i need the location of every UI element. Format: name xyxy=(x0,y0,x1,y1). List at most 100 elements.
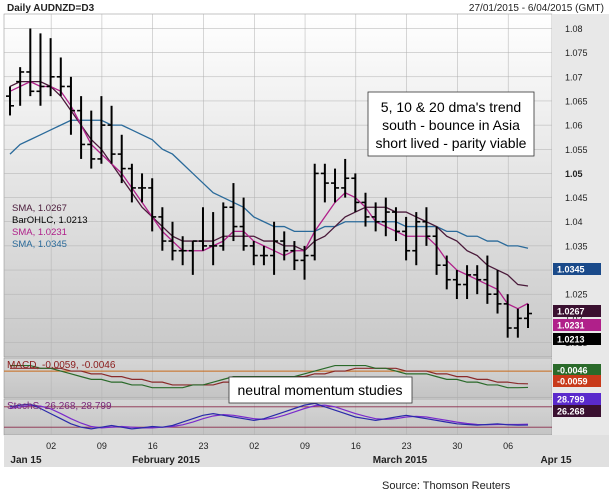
ohlc-bar xyxy=(452,270,461,300)
ohlc-bar xyxy=(148,178,157,232)
stoch-k-badge-bg xyxy=(553,405,601,417)
momentum-annotation-box xyxy=(228,376,413,404)
source-note: Source: Thomson Reuters xyxy=(382,480,511,492)
ohlc-bar xyxy=(239,197,248,251)
price-badge-bg xyxy=(553,305,601,317)
price-badge-bg xyxy=(553,319,601,331)
ohlc-bar xyxy=(290,241,299,271)
ohlc-bar xyxy=(138,173,147,203)
ohlc-bar xyxy=(56,57,65,97)
ohlc-bar xyxy=(219,202,228,251)
ohlc-bar xyxy=(391,207,400,242)
x-tick-label: 09 xyxy=(300,441,310,451)
x-period-label: March 2015 xyxy=(373,455,428,466)
x-period-label: February 2015 xyxy=(132,455,200,466)
price-badge-bg xyxy=(553,333,601,345)
sma-magenta-line xyxy=(9,80,529,310)
y-tick-label: 1.065 xyxy=(565,96,588,106)
ohlc-bar xyxy=(513,308,522,338)
x-tick-label: 02 xyxy=(46,441,56,451)
ohlc-bar xyxy=(229,183,238,242)
x-tick-label: 30 xyxy=(452,441,462,451)
x-tick-label: 06 xyxy=(503,441,513,451)
ohlc-bar xyxy=(259,245,268,266)
ohlc-bar xyxy=(198,207,207,251)
x-tick-label: 23 xyxy=(402,441,412,451)
y-tick-label: 1.02 xyxy=(565,314,583,324)
trend-annotation-line-3: short lived - parity viable xyxy=(376,135,527,151)
ohlc-bar xyxy=(249,241,258,266)
price-badge: 1.0213 xyxy=(557,335,585,345)
grid xyxy=(4,14,552,435)
ohlc-bar xyxy=(300,245,309,280)
ohlc-bar xyxy=(402,216,411,261)
stoch-k-line xyxy=(9,402,529,430)
momentum-annotation: neutral momentum studies xyxy=(238,382,403,398)
y-tick-label: 1.05 xyxy=(565,169,583,179)
macd-signal-badge: -0.0046 xyxy=(557,366,588,376)
legend-entry: SMA, 1.0231 xyxy=(12,227,67,238)
bottom-axis-bg xyxy=(4,435,609,467)
y-tick-label: 1.035 xyxy=(565,241,588,251)
ohlc-bar xyxy=(483,255,492,304)
trend-annotation-line-2: south - bounce in Asia xyxy=(382,117,520,133)
ohlc-bar xyxy=(6,86,14,116)
ohlc-bar xyxy=(46,38,55,97)
ohlc-bar xyxy=(158,207,167,251)
price-badge: 1.0231 xyxy=(557,321,585,331)
ohlc-bar xyxy=(26,28,35,97)
ohlc-bar xyxy=(381,197,390,237)
ohlc-bar xyxy=(371,202,380,232)
ohlc-bar xyxy=(36,33,45,106)
y-tick-label: 1.08 xyxy=(565,24,583,34)
ohlc-bar xyxy=(117,134,126,184)
x-tick-label: 02 xyxy=(249,441,259,451)
value-badges: 1.0345 1.0267 1.0231 1.0213 -0.0046-0.0059 28… xyxy=(553,263,601,417)
legend-entry: SMA, 1.0267 xyxy=(12,203,67,214)
ohlc-bar xyxy=(270,221,279,275)
y-tick-label: 1.055 xyxy=(565,145,588,155)
ohlc-bar xyxy=(280,231,289,261)
ohlc-bar xyxy=(493,270,502,314)
legend-entry: BarOHLC, 1.0213 xyxy=(12,215,88,226)
x-tick-labels: 02 09 16 23 02 09 16 23 30 06 Jan 15 February 2015 M… xyxy=(10,441,572,466)
price-panel-bg xyxy=(3,13,553,358)
y-tick-label: 1.025 xyxy=(565,290,588,300)
stoch-lines xyxy=(4,402,552,430)
stoch-k-badge: 26.268 xyxy=(557,407,585,417)
chart-title: Daily AUDNZD=D3 xyxy=(7,3,95,14)
ohlc-bar xyxy=(188,240,197,275)
ohlc-bar xyxy=(341,158,350,198)
y-tick-label: 1.04 xyxy=(565,217,583,227)
trend-annotation-line-1: 5, 10 & 20 dma's trend xyxy=(381,99,521,115)
ohlc-bar xyxy=(503,294,512,338)
price-badge: 1.0345 xyxy=(557,265,585,275)
y-tick-label: 1.07 xyxy=(565,72,583,82)
ohlc-bar xyxy=(331,168,340,203)
ohlc-bar xyxy=(432,226,441,275)
ohlc-bar xyxy=(77,96,86,159)
ohlc-bar xyxy=(168,221,177,261)
ohlc-bar xyxy=(209,212,218,266)
sma-dark-line xyxy=(9,80,529,287)
x-period-label: Apr 15 xyxy=(540,455,572,466)
ohlc-bar xyxy=(16,67,25,106)
ohlc-bar xyxy=(361,192,370,227)
y-tick-label: 1.045 xyxy=(565,193,588,203)
ohlc-bar xyxy=(463,265,472,300)
stoch-d-badge: 28.799 xyxy=(557,395,585,405)
ohlc-bar xyxy=(524,303,532,329)
legend-entry: SMA, 1.0345 xyxy=(12,239,67,250)
ohlc-bar xyxy=(412,212,421,266)
ohlc-bar xyxy=(107,105,116,164)
price-badge: 1.0267 xyxy=(557,307,585,317)
x-period-label: Jan 15 xyxy=(10,455,42,466)
macd-badge-bg xyxy=(553,375,601,387)
y-tick-label: 1.075 xyxy=(565,48,588,58)
sma-blue-line xyxy=(9,119,529,249)
date-range: 27/01/2015 - 6/04/2015 (GMT) xyxy=(469,3,604,14)
macd-badge: -0.0059 xyxy=(557,377,588,387)
macd-label: MACD, -0.0059, -0.0046 xyxy=(7,360,116,371)
